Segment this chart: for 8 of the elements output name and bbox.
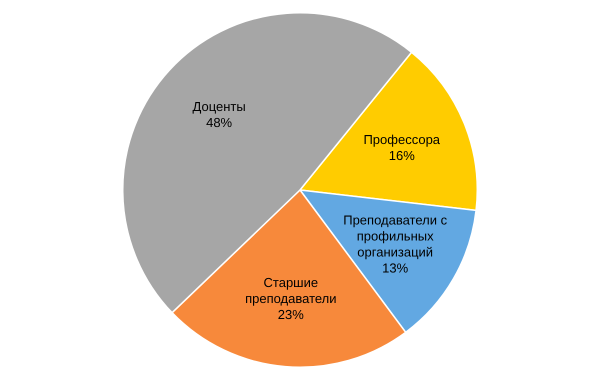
slice-label: Преподаватели с профильных организаций [343, 212, 448, 260]
data-label: 23% [278, 307, 304, 322]
data-label: 48% [206, 115, 233, 130]
slice-label: Профессора [363, 132, 441, 148]
data-label: 13% [382, 260, 409, 276]
slice-label: Доценты [192, 99, 246, 114]
data-label: 16% [388, 148, 416, 164]
slice-label: Старшие преподаватели [245, 275, 337, 306]
